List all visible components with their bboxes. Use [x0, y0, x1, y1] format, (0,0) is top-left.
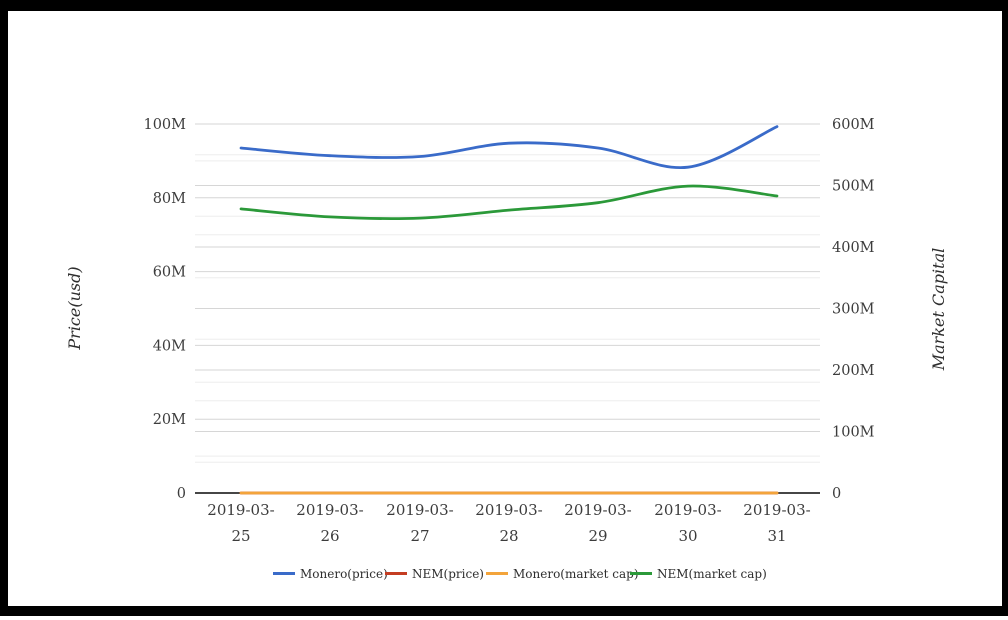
- right-axis-tick-label: 300M: [832, 302, 875, 318]
- x-axis-tick-label: 29: [588, 527, 607, 545]
- series-line-nem-market-cap-: [239, 184, 779, 221]
- x-axis-tick-label: 2019-03-: [654, 501, 721, 519]
- right-axis-tick-label: 500M: [832, 179, 875, 195]
- legend-item: Monero(market cap): [486, 567, 639, 581]
- x-axis-tick-label: 2019-03-: [743, 501, 810, 519]
- left-axis-tick-label: 40M: [153, 338, 186, 354]
- legend-item: NEM(price): [385, 567, 484, 581]
- legend-label: NEM(price): [412, 567, 484, 581]
- left-axis-tick-label: 100M: [143, 117, 186, 133]
- x-axis-tick-label: 27: [410, 527, 429, 545]
- right-axis-tick-label: 400M: [832, 240, 875, 256]
- right-axis-tick-label: 0: [832, 486, 841, 502]
- x-axis-tick-label: 25: [231, 527, 250, 545]
- x-axis-tick-label: 2019-03-: [207, 501, 274, 519]
- x-axis-tick-label: 2019-03-: [564, 501, 631, 519]
- legend-label: Monero(market cap): [513, 567, 639, 581]
- left-axis-title: Price(usd): [65, 266, 84, 350]
- legend-label: Monero(price): [300, 567, 388, 581]
- x-axis-tick-label: 26: [320, 527, 339, 545]
- legend-item: NEM(market cap): [630, 567, 767, 581]
- x-axis-tick-label: 2019-03-: [386, 501, 453, 519]
- x-axis-tick-label: 28: [499, 527, 518, 545]
- x-axis-tick-label: 31: [767, 527, 786, 545]
- left-axis-tick-label: 0: [177, 486, 186, 502]
- left-axis-tick-label: 80M: [153, 191, 186, 207]
- right-axis-tick-label: 100M: [832, 425, 875, 441]
- x-axis-tick-label: 2019-03-: [296, 501, 363, 519]
- right-axis-title: Market Capital: [929, 248, 948, 371]
- x-axis-tick-label: 2019-03-: [475, 501, 542, 519]
- right-axis-tick-label: 200M: [832, 363, 875, 379]
- left-axis-tick-label: 20M: [153, 412, 186, 428]
- legend-item: Monero(price): [273, 567, 388, 581]
- series-line-monero-price-: [239, 125, 779, 170]
- legend-label: NEM(market cap): [657, 567, 767, 581]
- left-axis-tick-label: 60M: [153, 265, 186, 281]
- x-axis-tick-label: 30: [678, 527, 697, 545]
- right-axis-tick-label: 600M: [832, 117, 875, 133]
